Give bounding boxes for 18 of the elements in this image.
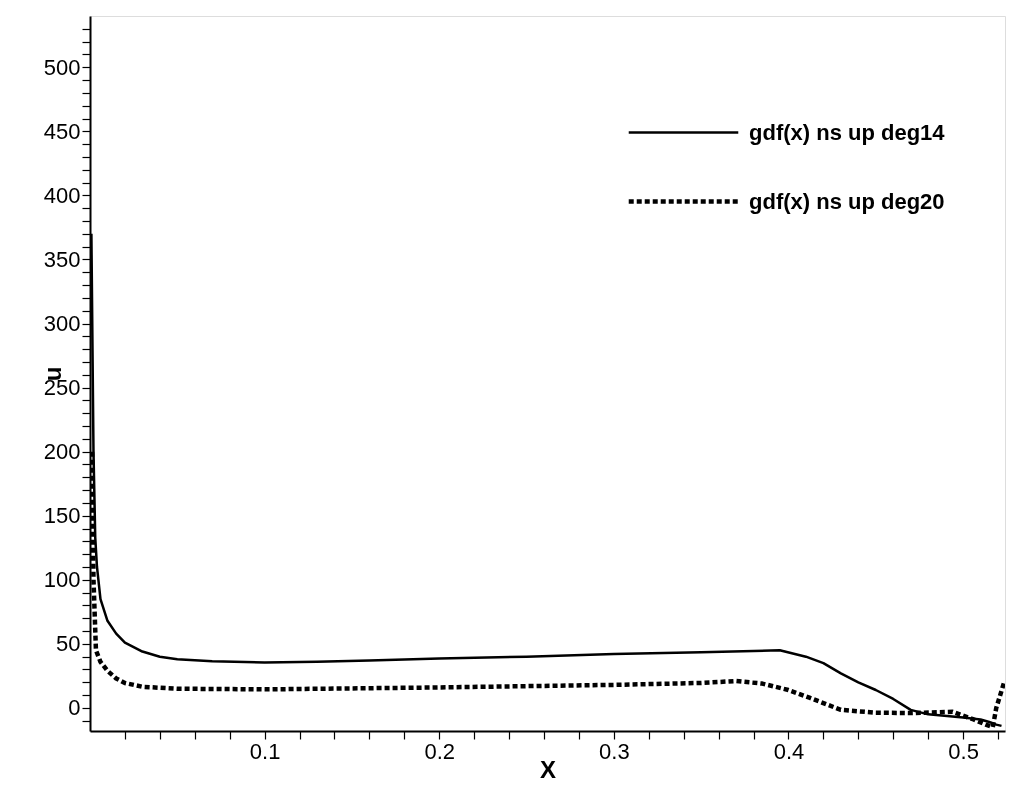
y-tick-label: 50 bbox=[56, 631, 81, 657]
y-tick-label: 0 bbox=[68, 695, 81, 721]
x-tick-label: 0.5 bbox=[948, 738, 979, 764]
legend-label: gdf(x) ns up deg20 bbox=[749, 188, 945, 214]
y-tick-label: 500 bbox=[43, 54, 81, 80]
x-axis-title: X bbox=[539, 755, 557, 783]
y-tick-label: 300 bbox=[43, 311, 81, 337]
legend-label: gdf(x) ns up deg14 bbox=[749, 119, 946, 145]
x-tick-label: 0.3 bbox=[599, 738, 630, 764]
y-tick-label: 100 bbox=[43, 567, 81, 593]
y-tick-label: 150 bbox=[43, 503, 81, 529]
y-tick-label: 400 bbox=[43, 182, 81, 208]
x-tick-label: 0.2 bbox=[424, 738, 456, 764]
y-tick-label: 200 bbox=[43, 439, 81, 465]
x-tick-label: 0.4 bbox=[773, 738, 805, 764]
y-tick-label: 350 bbox=[43, 246, 81, 272]
y-tick-label: 450 bbox=[43, 118, 81, 144]
x-tick-label: 0.1 bbox=[249, 738, 281, 764]
